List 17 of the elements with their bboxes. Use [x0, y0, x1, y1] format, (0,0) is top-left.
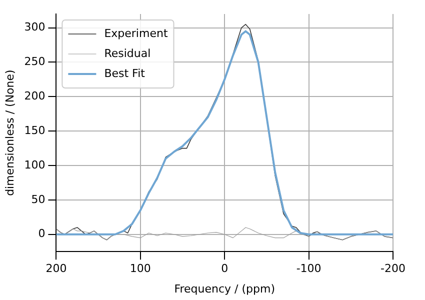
x-axis-title: Frequency / (ppm): [174, 282, 275, 296]
y-tick-label: 100: [24, 158, 46, 172]
y-tick-label: 50: [31, 192, 46, 206]
y-tick-label: 150: [24, 124, 46, 137]
legend-label: Experiment: [104, 26, 168, 40]
y-tick-label: 0: [38, 227, 46, 240]
x-tick-label: -200: [380, 262, 406, 276]
x-tick-label: 100: [130, 262, 151, 276]
legend-label: Residual: [104, 46, 151, 60]
x-tick-label: 200: [46, 262, 67, 276]
y-axis-title: dimensionless / (None): [3, 70, 16, 196]
x-tick-label: -100: [296, 262, 322, 276]
y-tick-label: 250: [24, 55, 46, 68]
y-tick-label: 300: [24, 20, 46, 34]
legend-label: Best Fit: [104, 66, 146, 80]
y-tick-label: 200: [24, 90, 46, 103]
x-tick-label: 0: [221, 262, 228, 276]
